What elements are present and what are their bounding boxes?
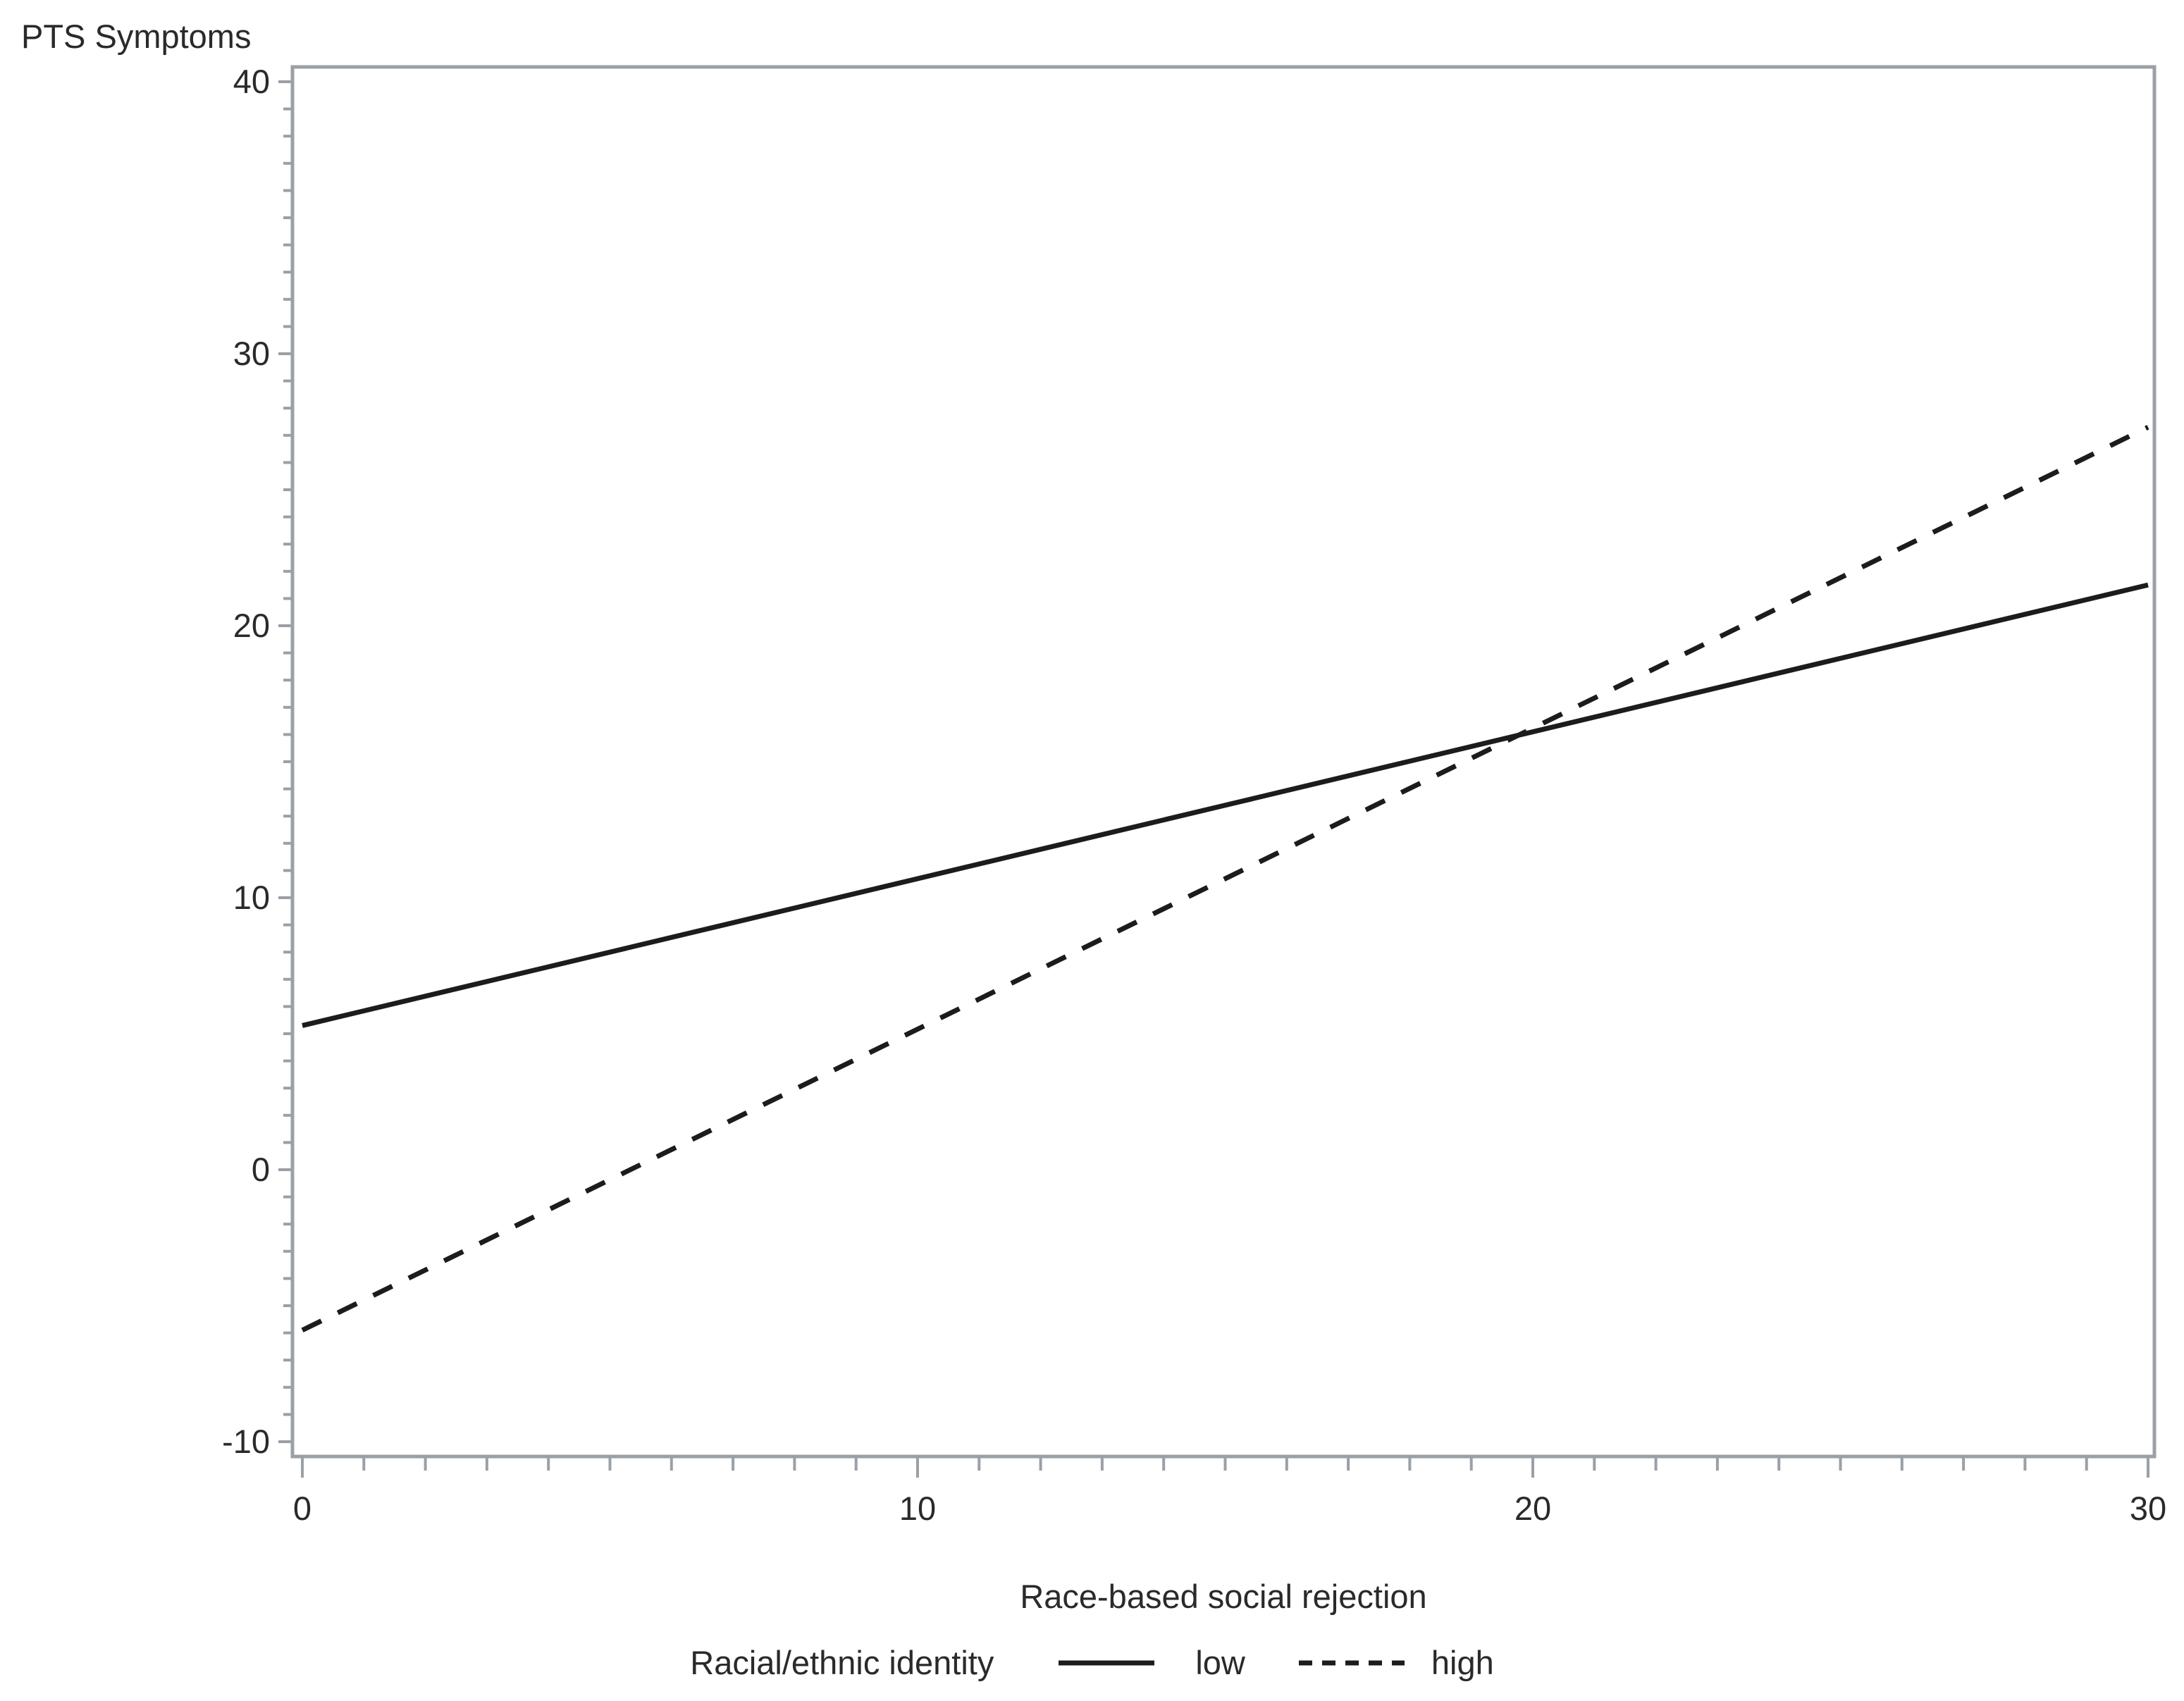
x-tick-label: 0 [293,1490,311,1527]
series-line-low [302,582,2149,1028]
x-axis-title: Race-based social rejection [1020,1578,1427,1615]
y-tick-label: 30 [233,335,270,372]
legend-title: Racial/ethnic identity [690,1644,994,1681]
y-tick-label: 20 [233,607,270,644]
y-tick-label: -10 [222,1423,270,1460]
legend-dashed-line-swatch [1298,1660,1405,1665]
legend: Racial/ethnic identity low high [0,1643,2184,1682]
x-tick-label: 10 [899,1490,936,1527]
series-line-high [301,425,2149,1332]
y-tick-label: 40 [233,63,270,100]
x-tick-label: 30 [2130,1490,2166,1527]
legend-solid-line-swatch [1059,1660,1155,1665]
legend-label-high: high [1431,1644,1494,1681]
legend-label-low: low [1195,1644,1245,1681]
y-tick-label: 0 [252,1151,270,1188]
y-tick-label: 10 [233,879,270,916]
x-tick-label: 20 [1514,1490,1551,1527]
y-axis-title: PTS Symptoms [21,18,252,55]
plot-frame [290,65,2157,1459]
